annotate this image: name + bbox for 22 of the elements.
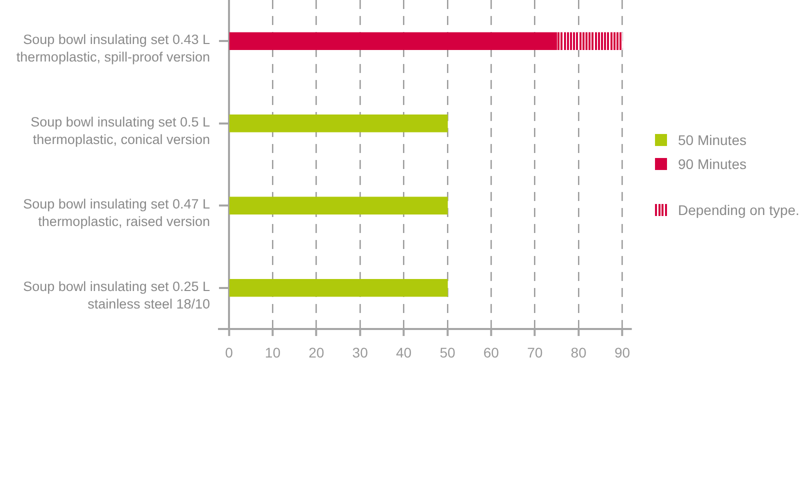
bar [229,32,558,50]
y-tick-label: Soup bowl insulating set 0.47 L thermoplastic, raised version [23,196,210,230]
x-tick-label: 30 [352,344,368,360]
bar [229,196,448,214]
legend-label: Depending on type. [678,202,800,218]
x-tick-label: 50 [440,344,456,360]
x-tick-label: 10 [264,344,281,360]
x-tick-label: 0 [225,344,234,360]
x-tick-label: 20 [308,344,324,360]
legend-label: 90 Minutes [678,156,746,172]
y-tick-label: Soup bowl insulating set 0.43 L thermoplastic, spill-proof version [16,32,210,65]
y-tick-label: Soup bowl insulating set 0.5 L thermoplastic, conical version [30,114,210,147]
bar [556,32,623,50]
bar [229,114,448,132]
x-tick-label: 40 [396,344,412,360]
bar [229,279,448,297]
x-tick-label: 60 [483,344,500,360]
x-tick-label: 90 [614,344,630,360]
legend-label: 50 Minutes [678,132,746,148]
y-tick-label: Soup bowl insulating set 0.25 L stainless steel 18/10 [23,278,210,312]
x-tick-label: 70 [527,344,543,360]
x-tick-label: 80 [570,344,587,360]
